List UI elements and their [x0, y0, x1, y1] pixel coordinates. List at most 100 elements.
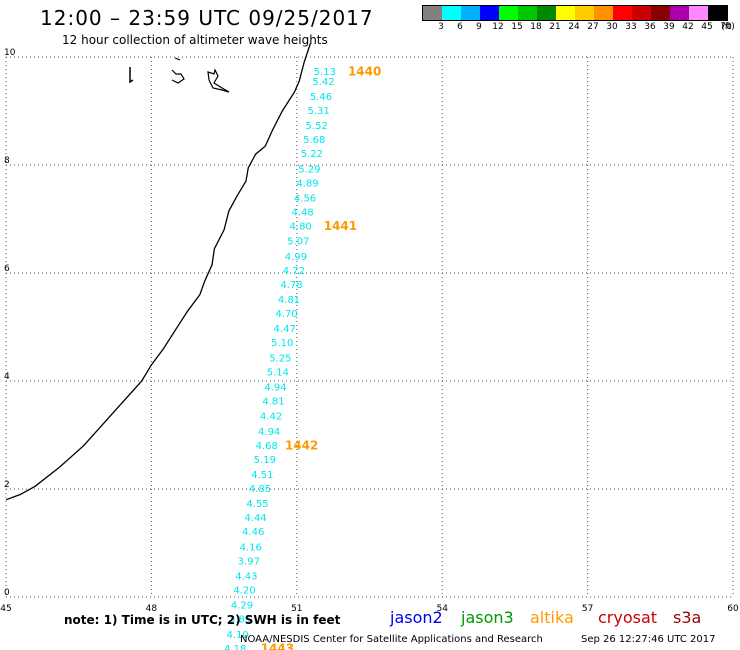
scale-label: 70 [720, 22, 732, 32]
swh-label: 4.55 [246, 499, 268, 510]
swh-label: 4.47 [274, 324, 296, 335]
swh-label: 5.68 [303, 135, 325, 146]
time-label: 1440 [348, 65, 381, 79]
swh-label: 4.99 [285, 252, 307, 263]
page-title: 12:00 – 23:59 UTC 09/25/2017 [40, 6, 374, 30]
generated-timestamp: Sep 26 12:27:46 UTC 2017 [581, 634, 716, 645]
swh-label: 5.29 [298, 164, 320, 175]
time-label: 1441 [324, 219, 357, 233]
scale-label: 45 [701, 22, 713, 32]
scale-swatch [518, 6, 537, 20]
swh-label: 5.07 [287, 237, 309, 248]
scale-label: 21 [549, 22, 561, 32]
scale-swatch [575, 6, 594, 20]
swh-label: 4.10 [227, 630, 249, 641]
time-label: 1442 [285, 438, 318, 452]
swh-label: 5.52 [306, 121, 328, 132]
scale-label: 27 [587, 22, 599, 32]
lon-tick-label: 57 [582, 604, 593, 614]
scale-swatch [632, 6, 651, 20]
swh-label: 4.20 [233, 586, 255, 597]
scale-unit: (ft) [721, 22, 735, 32]
scale-swatch [689, 6, 708, 20]
lat-tick-label: 6 [4, 264, 10, 274]
grid-lines [5, 56, 734, 598]
scale-swatch [461, 6, 480, 20]
lat-tick-label: 10 [4, 48, 16, 58]
scale-label: 42 [682, 22, 694, 32]
swh-label: 5.13 [314, 67, 336, 78]
scale-swatch [423, 6, 442, 20]
scale-swatch [499, 6, 518, 20]
page-subtitle: 12 hour collection of altimeter wave hei… [62, 33, 328, 47]
swh-label: 4.81 [278, 295, 300, 306]
swh-label: 4.78 [280, 280, 302, 291]
scale-swatch [556, 6, 575, 20]
scale-label: 12 [492, 22, 504, 32]
color-scale-labels: 3 6 9 12 15 18 21 24 27 30 33 36 39 42 45 70 (ft) [422, 21, 735, 33]
color-scale-legend: 3 6 9 12 15 18 21 24 27 30 33 36 39 42 45 70 (ft) [422, 5, 735, 33]
lon-tick-label: 48 [146, 604, 158, 614]
coastline [5, 43, 312, 501]
scale-swatch [670, 6, 689, 20]
swh-label: 5.10 [271, 338, 293, 349]
swh-label: 4.51 [251, 470, 273, 481]
scale-swatch [442, 6, 461, 20]
scale-swatch [708, 6, 727, 20]
island-3 [207, 68, 230, 93]
scale-label: 36 [644, 22, 656, 32]
satellite-altika: altika [530, 608, 574, 627]
time-label: 1443 [261, 641, 294, 650]
scale-swatch [651, 6, 670, 20]
swh-label: 5.19 [254, 455, 276, 466]
swh-labels: 5.135.42 5.46 5.31 5.52 5.68 5.22 5.29 4.89 4.56… [224, 67, 336, 650]
satellite-jason3: jason3 [461, 608, 514, 627]
lon-tick-label: 60 [727, 604, 739, 614]
swh-label: 4.29 [231, 601, 253, 612]
scale-label: 39 [663, 22, 675, 32]
scale-label: 30 [606, 22, 618, 32]
scale-label: 33 [625, 22, 637, 32]
swh-label: 5.31 [307, 106, 329, 117]
swh-label: 5.25 [269, 353, 291, 364]
swh-label: 4.43 [235, 571, 257, 582]
scale-swatch [594, 6, 613, 20]
swh-label: 5.42 [312, 77, 334, 88]
swh-label: 4.56 [294, 193, 316, 204]
lat-tick-labels: 0 2 4 6 8 10 [4, 48, 16, 598]
scale-label: 18 [530, 22, 542, 32]
swh-label: 4.80 [290, 222, 312, 233]
island-1 [129, 67, 134, 84]
swh-label: 4.16 [240, 542, 262, 553]
swh-label: 4.46 [242, 527, 264, 538]
swh-label: 5.22 [301, 149, 323, 160]
swh-label: 4.70 [275, 309, 297, 320]
scale-label: 3 [438, 22, 444, 32]
scale-label: 15 [511, 22, 523, 32]
island-4 [174, 57, 181, 61]
swh-label: 3.85 [229, 615, 251, 626]
swh-label: 4.44 [244, 513, 266, 524]
lon-tick-label: 54 [436, 604, 448, 614]
swh-label: 4.89 [296, 178, 318, 189]
swh-label: 5.14 [267, 367, 289, 378]
swh-label: 4.72 [283, 266, 305, 277]
scale-swatch [537, 6, 556, 20]
lat-tick-label: 2 [4, 480, 10, 490]
swh-label: 4.94 [258, 427, 280, 438]
swh-label: 4.42 [260, 412, 282, 423]
lon-tick-labels: 45 48 51 54 57 60 [0, 604, 739, 614]
scale-label: 6 [457, 22, 463, 32]
swh-label: 4.18 [224, 644, 246, 650]
island-2 [171, 69, 185, 84]
swh-label: 4.68 [256, 441, 278, 452]
scale-swatch [480, 6, 499, 20]
lon-tick-label: 45 [0, 604, 11, 614]
color-scale-swatches [422, 5, 728, 21]
lat-tick-label: 8 [4, 156, 10, 166]
scale-label: 24 [568, 22, 580, 32]
swh-label: 5.46 [310, 92, 332, 103]
coastline-path [5, 43, 312, 501]
time-labels: 1440 1441 1442 1443 [261, 65, 382, 650]
